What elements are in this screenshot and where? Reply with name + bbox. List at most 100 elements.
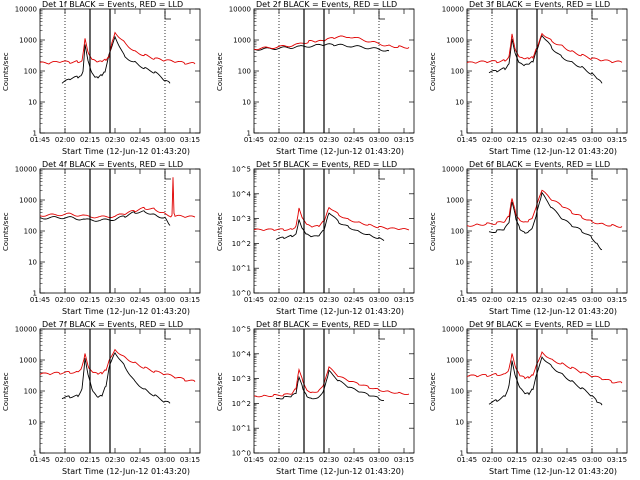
chart-title: Det 3f BLACK = Events, RED = LLD — [469, 0, 611, 9]
x-axis-title: Start Time (12-Jun-12 01:43:20) — [62, 307, 190, 316]
y-tick-label: 100 — [451, 68, 464, 76]
y-tick-label: 10000 — [229, 6, 251, 14]
x-tick-label: 02:45 — [344, 136, 364, 144]
x-tick-label: 03:00 — [582, 456, 602, 464]
x-tick-label: 03:00 — [582, 296, 602, 304]
events-series-line — [488, 356, 603, 406]
y-tick-label: 1 — [460, 290, 464, 298]
y-tick-label: 10 — [28, 419, 37, 427]
x-axis-title: Start Time (12-Jun-12 01:43:20) — [276, 307, 404, 316]
x-tick-label: 01:45 — [457, 296, 477, 304]
y-tick-label: 10^3 — [232, 215, 251, 223]
lld-series-line — [253, 366, 410, 398]
lld-series-line — [466, 32, 623, 64]
events-series-line — [275, 212, 385, 241]
chart-title: Det 4f BLACK = Events, RED = LLD — [42, 160, 184, 169]
y-tick-label: 10000 — [442, 326, 464, 334]
y-tick-label: 1000 — [19, 37, 37, 45]
x-tick-label: 03:00 — [582, 136, 602, 144]
x-tick-label: 03:15 — [180, 136, 200, 144]
x-tick-label: 03:15 — [607, 456, 627, 464]
lld-series-line — [253, 35, 410, 51]
x-tick-label: 02:30 — [105, 296, 125, 304]
x-tick-label: 03:15 — [394, 296, 414, 304]
y-tick-label: 10^2 — [232, 400, 251, 408]
events-series-line — [253, 43, 390, 52]
x-tick-label: 02:15 — [80, 456, 100, 464]
x-tick-label: 02:00 — [269, 136, 289, 144]
y-tick-label: 100 — [24, 228, 37, 236]
y-tick-label: 100 — [238, 68, 251, 76]
x-tick-label: 03:00 — [369, 136, 389, 144]
x-tick-label: 02:00 — [482, 136, 502, 144]
y-tick-label: 10^0 — [232, 290, 251, 298]
x-tick-label: 01:45 — [30, 296, 50, 304]
bracket-mark — [164, 331, 171, 340]
x-tick-label: 03:00 — [155, 296, 175, 304]
y-tick-label: 10^0 — [232, 450, 251, 458]
y-tick-label: 1 — [33, 130, 37, 138]
plot-frame — [466, 328, 628, 454]
y-tick-label: 10000 — [442, 166, 464, 174]
x-tick-label: 02:30 — [319, 456, 339, 464]
y-tick-label: 1000 — [19, 197, 37, 205]
bracket-mark — [591, 331, 598, 340]
x-tick-label: 02:00 — [269, 296, 289, 304]
x-tick-label: 01:45 — [244, 296, 264, 304]
x-tick-label: 02:15 — [507, 456, 527, 464]
lld-series-line — [39, 31, 196, 65]
lld-series-line — [466, 189, 623, 228]
y-tick-label: 10000 — [15, 6, 37, 14]
x-tick-label: 02:15 — [80, 296, 100, 304]
x-tick-label: 02:00 — [269, 456, 289, 464]
x-tick-label: 03:15 — [607, 136, 627, 144]
lld-series-line — [466, 351, 623, 384]
y-tick-label: 10^5 — [232, 326, 251, 334]
x-tick-label: 02:45 — [344, 296, 364, 304]
x-tick-label: 03:00 — [155, 456, 175, 464]
x-tick-label: 02:00 — [55, 296, 75, 304]
x-axis-title: Start Time (12-Jun-12 01:43:20) — [489, 147, 617, 156]
x-tick-label: 03:00 — [369, 456, 389, 464]
x-tick-label: 02:30 — [532, 296, 552, 304]
chart-title: Det 1f BLACK = Events, RED = LLD — [42, 0, 184, 9]
y-tick-label: 10^1 — [232, 425, 251, 433]
y-tick-label: 10^4 — [232, 190, 252, 198]
y-tick-label: 1 — [460, 130, 464, 138]
plot-frame — [253, 168, 415, 294]
y-tick-label: 1000 — [233, 37, 251, 45]
y-tick-label: 10 — [455, 99, 464, 107]
x-tick-label: 02:45 — [130, 136, 150, 144]
x-tick-label: 02:45 — [130, 456, 150, 464]
x-axis-title: Start Time (12-Jun-12 01:43:20) — [62, 467, 190, 476]
y-tick-label: 10000 — [442, 6, 464, 14]
bracket-mark — [378, 11, 385, 20]
chart-title: Det 5f BLACK = Events, RED = LLD — [256, 160, 398, 169]
y-tick-label: 10^3 — [232, 375, 251, 383]
x-tick-label: 02:00 — [482, 456, 502, 464]
events-series-line — [61, 352, 171, 404]
y-tick-label: 10^4 — [232, 350, 252, 358]
bracket-mark — [591, 171, 598, 180]
y-tick-label: 1000 — [446, 37, 464, 45]
y-tick-label: 10^2 — [232, 240, 251, 248]
y-tick-label: 10000 — [15, 326, 37, 334]
x-tick-label: 02:30 — [532, 136, 552, 144]
x-tick-label: 02:15 — [294, 456, 314, 464]
x-tick-label: 02:45 — [344, 456, 364, 464]
y-tick-label: 1 — [247, 130, 251, 138]
y-tick-label: 10000 — [15, 166, 37, 174]
x-tick-label: 02:45 — [130, 296, 150, 304]
bracket-mark — [378, 171, 385, 180]
x-tick-label: 02:45 — [557, 456, 577, 464]
x-tick-label: 02:45 — [557, 136, 577, 144]
x-tick-label: 02:15 — [507, 136, 527, 144]
y-tick-label: 1000 — [446, 197, 464, 205]
